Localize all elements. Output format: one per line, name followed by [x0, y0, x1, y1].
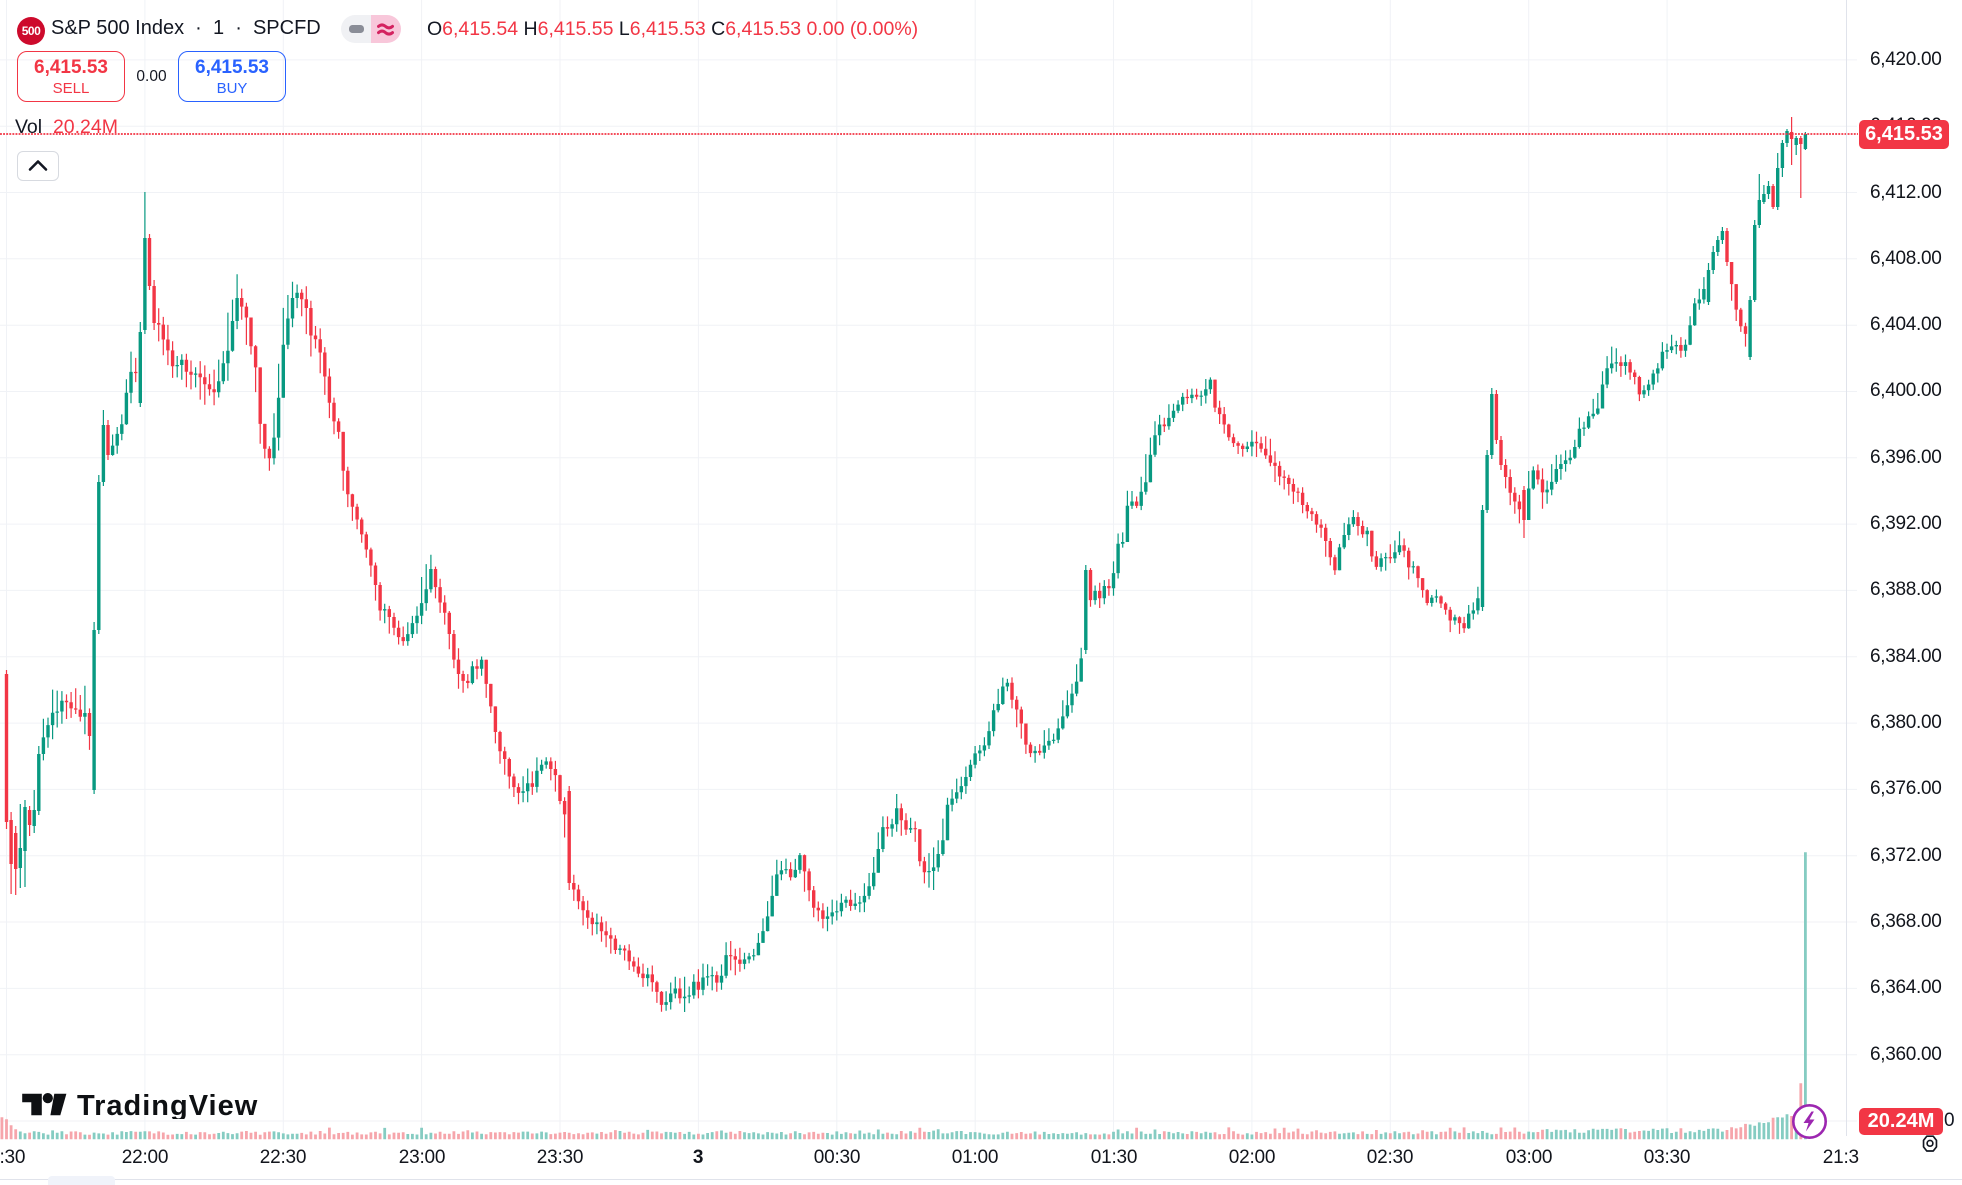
svg-text:TradingView: TradingView — [77, 1091, 258, 1119]
